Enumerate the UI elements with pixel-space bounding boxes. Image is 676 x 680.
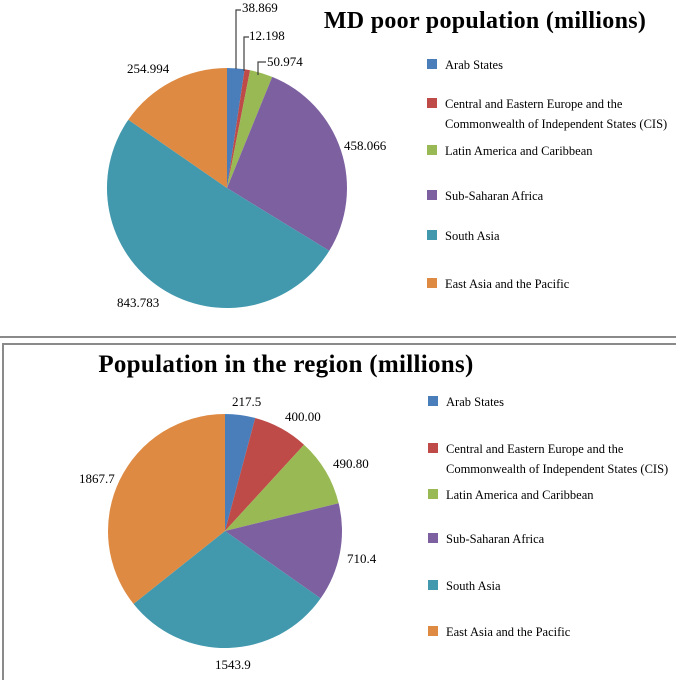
legend-label-latin-america-and-caribbean: Latin America and Caribbean <box>446 488 594 502</box>
legend-label-sub-saharan-africa: Sub-Saharan Africa <box>446 532 545 546</box>
chart-md-poor-population: MD poor population (millions) 38.869 12.1… <box>0 0 676 336</box>
section-divider-line <box>0 336 676 338</box>
pie-slice-east-asia-and-the-pacific <box>128 68 227 188</box>
legend-swatch-east-asia-and-the-pacific <box>428 626 438 636</box>
pie-slice-central-and-eastern-europe-and-the-commonwealth- <box>225 417 305 531</box>
legend-item-latin-america-and-caribbean: Latin America and Caribbean <box>427 142 676 162</box>
legend-swatch-sub-saharan-africa <box>428 533 438 543</box>
legend-label-central-and-eastern-europe-and-the-commonwealth-: Central and Eastern Europe and the Commo… <box>445 97 668 131</box>
legend-swatch-central-and-eastern-europe-and-the-commonwealth- <box>428 443 438 453</box>
pie-slice-south-asia <box>133 531 321 649</box>
pie-slice-arab-states <box>227 68 245 188</box>
pie-slice-arab-states <box>225 414 256 531</box>
legend-item-central-and-eastern-europe-and-the-commonwealth-: Central and Eastern Europe and the Commo… <box>427 95 676 134</box>
legend-label-central-and-eastern-europe-and-the-commonwealth-: Central and Eastern Europe and the Commo… <box>446 442 669 476</box>
legend-label-sub-saharan-africa: Sub-Saharan Africa <box>445 189 544 203</box>
data-label-central-and-eastern-europe-and-the-commonwealth-: 400.00 <box>285 409 321 424</box>
legend-swatch-south-asia <box>428 580 438 590</box>
data-label-arab-states: 217.5 <box>232 394 262 409</box>
legend-label-arab-states: Arab States <box>446 395 504 409</box>
data-label-latin-america-and-caribbean: 50.974 <box>267 54 303 69</box>
legend-item-south-asia: South Asia <box>428 577 676 597</box>
leader-line-arab-states <box>235 9 241 69</box>
data-label-latin-america-and-caribbean: 490.80 <box>333 456 369 471</box>
legend-label-east-asia-and-the-pacific: East Asia and the Pacific <box>446 625 571 639</box>
data-label-south-asia: 1543.9 <box>215 657 251 672</box>
legend-item-sub-saharan-africa: Sub-Saharan Africa <box>427 187 676 207</box>
pie-slice-latin-america-and-caribbean <box>227 70 273 188</box>
legend-swatch-south-asia <box>427 230 437 240</box>
data-label-south-asia: 843.783 <box>117 295 160 310</box>
legend-swatch-central-and-eastern-europe-and-the-commonwealth- <box>427 98 437 108</box>
legend-item-arab-states: Arab States <box>428 393 676 413</box>
chart-title-md-poor-population: MD poor population (millions) <box>323 8 647 34</box>
pie-slice-central-and-eastern-europe-and-the-commonwealth- <box>227 69 251 188</box>
pie-slice-latin-america-and-caribbean <box>225 444 339 531</box>
legend-item-sub-saharan-africa: Sub-Saharan Africa <box>428 530 676 550</box>
data-label-sub-saharan-africa: 458.066 <box>344 138 387 153</box>
legend-swatch-east-asia-and-the-pacific <box>427 278 437 288</box>
legend-label-south-asia: South Asia <box>446 579 501 593</box>
chart-population-in-region: Population in the region (millions) 217.… <box>2 343 676 680</box>
chart-title-population-in-region: Population in the region (millions) <box>98 351 474 378</box>
legend-item-south-asia: South Asia <box>427 227 676 247</box>
legend-label-arab-states: Arab States <box>445 58 503 72</box>
legend-swatch-arab-states <box>427 59 437 69</box>
pie-slice-sub-saharan-africa <box>227 76 347 251</box>
legend-label-south-asia: South Asia <box>445 229 500 243</box>
data-label-central-and-eastern-europe-and-the-commonwealth-: 12.198 <box>249 28 285 43</box>
pie-slice-sub-saharan-africa <box>225 503 342 599</box>
pie-md-poor-population <box>106 68 347 309</box>
legend-label-latin-america-and-caribbean: Latin America and Caribbean <box>445 144 593 158</box>
legend-swatch-latin-america-and-caribbean <box>427 145 437 155</box>
legend-item-central-and-eastern-europe-and-the-commonwealth-: Central and Eastern Europe and the Commo… <box>428 440 676 479</box>
data-label-east-asia-and-the-pacific: 1867.7 <box>79 471 115 486</box>
legend-swatch-arab-states <box>428 396 438 406</box>
pie-slice-east-asia-and-the-pacific <box>107 414 225 604</box>
legend-item-east-asia-and-the-pacific: East Asia and the Pacific <box>428 623 676 643</box>
legend-item-latin-america-and-caribbean: Latin America and Caribbean <box>428 486 676 506</box>
legend-item-east-asia-and-the-pacific: East Asia and the Pacific <box>427 275 676 295</box>
legend-label-east-asia-and-the-pacific: East Asia and the Pacific <box>445 277 570 291</box>
legend-swatch-latin-america-and-caribbean <box>428 489 438 499</box>
data-label-sub-saharan-africa: 710.4 <box>347 551 377 566</box>
data-label-arab-states: 38.869 <box>242 0 278 15</box>
pie-slice-south-asia <box>106 119 330 309</box>
legend-item-arab-states: Arab States <box>427 56 676 76</box>
legend-swatch-sub-saharan-africa <box>427 190 437 200</box>
data-label-east-asia-and-the-pacific: 254.994 <box>127 61 170 76</box>
pie-population-in-region <box>107 414 342 649</box>
